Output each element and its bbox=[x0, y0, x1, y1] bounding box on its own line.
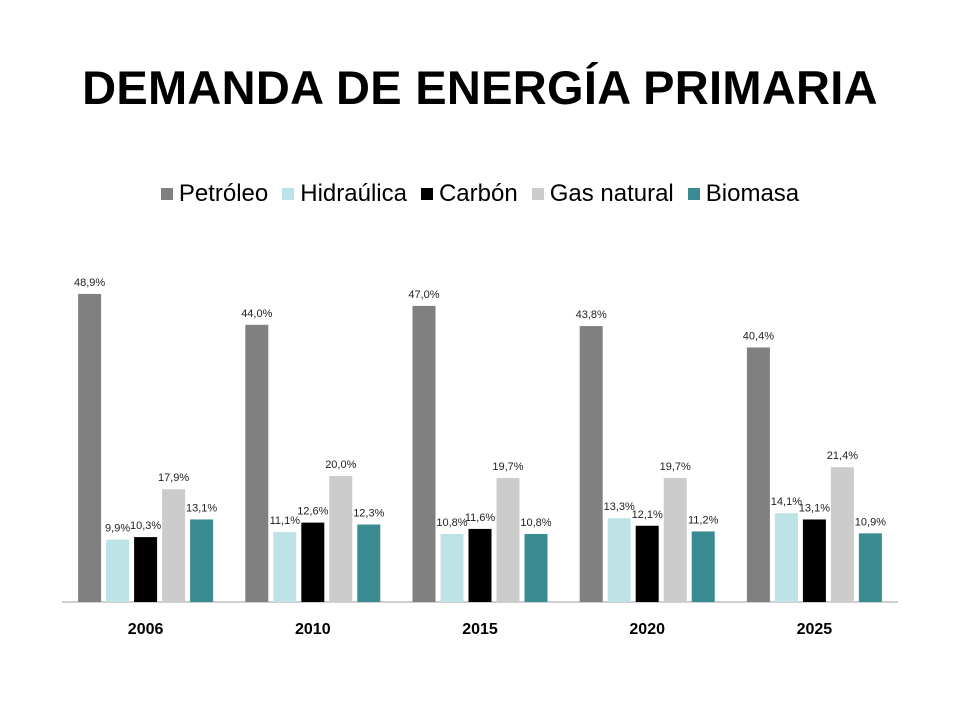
data-label: 21,4% bbox=[827, 450, 858, 462]
legend-label: Petróleo bbox=[178, 180, 269, 207]
bar-2020-3 bbox=[663, 477, 687, 602]
bar-2020-4 bbox=[691, 531, 715, 602]
bar-2010-2 bbox=[301, 522, 325, 602]
data-label: 10,8% bbox=[436, 517, 467, 529]
data-label: 17,9% bbox=[158, 472, 189, 484]
data-label: 10,8% bbox=[520, 517, 551, 529]
bar-2015-3 bbox=[496, 477, 520, 602]
bar-2006-0 bbox=[78, 293, 102, 602]
bar-2010-0 bbox=[245, 324, 269, 602]
bar-2010-4 bbox=[357, 524, 381, 602]
bar-2006-2 bbox=[134, 537, 158, 602]
data-label: 14,1% bbox=[771, 496, 802, 508]
legend-swatch bbox=[420, 188, 433, 200]
bar-2015-4 bbox=[524, 533, 548, 602]
legend-swatch bbox=[531, 188, 544, 200]
legend-swatch bbox=[160, 188, 173, 200]
bar-2015-0 bbox=[412, 305, 436, 602]
x-tick-label: 2025 bbox=[797, 621, 833, 638]
data-label: 44,0% bbox=[241, 308, 272, 320]
bar-2006-4 bbox=[190, 519, 214, 602]
data-label: 12,1% bbox=[632, 509, 663, 521]
legend-item: Biomasa bbox=[687, 180, 800, 208]
data-label: 12,6% bbox=[297, 506, 328, 518]
data-label: 20,0% bbox=[325, 459, 356, 471]
bar-2020-0 bbox=[579, 326, 603, 602]
data-label: 10,9% bbox=[855, 516, 886, 528]
x-tick-label: 2020 bbox=[629, 621, 665, 638]
bar-2020-2 bbox=[635, 525, 659, 602]
data-label: 40,4% bbox=[743, 330, 774, 342]
bar-2025-1 bbox=[774, 513, 798, 602]
bar-2010-3 bbox=[329, 476, 353, 602]
data-label: 48,9% bbox=[74, 277, 105, 289]
bar-2025-0 bbox=[746, 347, 770, 602]
bar-2010-1 bbox=[273, 532, 297, 602]
chart-title: DEMANDA DE ENERGÍA PRIMARIA bbox=[82, 61, 878, 114]
legend-item: Petróleo bbox=[160, 180, 269, 208]
legend: Petróleo Hidraúlica Carbón Gas natural Bioma… bbox=[0, 180, 960, 208]
data-label: 9,9% bbox=[105, 523, 130, 535]
data-label: 11,2% bbox=[688, 514, 719, 526]
data-label: 19,7% bbox=[660, 461, 691, 473]
data-label: 10,3% bbox=[130, 520, 161, 532]
legend-label: Biomasa bbox=[705, 180, 800, 207]
data-label: 13,3% bbox=[604, 501, 635, 513]
legend-label: Hidraúlica bbox=[300, 180, 407, 207]
legend-swatch bbox=[687, 188, 700, 200]
data-label: 11,6% bbox=[465, 512, 496, 524]
bar-2025-4 bbox=[858, 533, 882, 602]
legend-label: Carbón bbox=[438, 180, 518, 207]
data-label: 47,0% bbox=[408, 289, 439, 301]
bar-2015-1 bbox=[440, 533, 464, 602]
data-label: 19,7% bbox=[492, 461, 523, 473]
legend-item: Hidraúlica bbox=[282, 180, 407, 208]
legend-item: Gas natural bbox=[531, 180, 674, 208]
legend-label: Gas natural bbox=[549, 180, 674, 207]
bar-2006-3 bbox=[162, 489, 186, 602]
data-label: 13,1% bbox=[186, 502, 217, 514]
data-label: 11,1% bbox=[270, 515, 301, 527]
x-tick-label: 2015 bbox=[462, 621, 498, 638]
data-label: 43,8% bbox=[576, 309, 607, 321]
bar-2020-1 bbox=[607, 518, 631, 602]
data-label: 13,1% bbox=[799, 502, 830, 514]
legend-item: Carbón bbox=[420, 180, 518, 208]
legend-swatch bbox=[282, 188, 295, 200]
x-tick-label: 2010 bbox=[295, 621, 331, 638]
bar-2006-1 bbox=[106, 539, 130, 602]
bar-2015-2 bbox=[468, 528, 492, 602]
data-label: 12,3% bbox=[353, 508, 384, 520]
bar-2025-3 bbox=[830, 467, 854, 602]
bar-2025-2 bbox=[802, 519, 826, 602]
x-tick-label: 2006 bbox=[128, 621, 164, 638]
